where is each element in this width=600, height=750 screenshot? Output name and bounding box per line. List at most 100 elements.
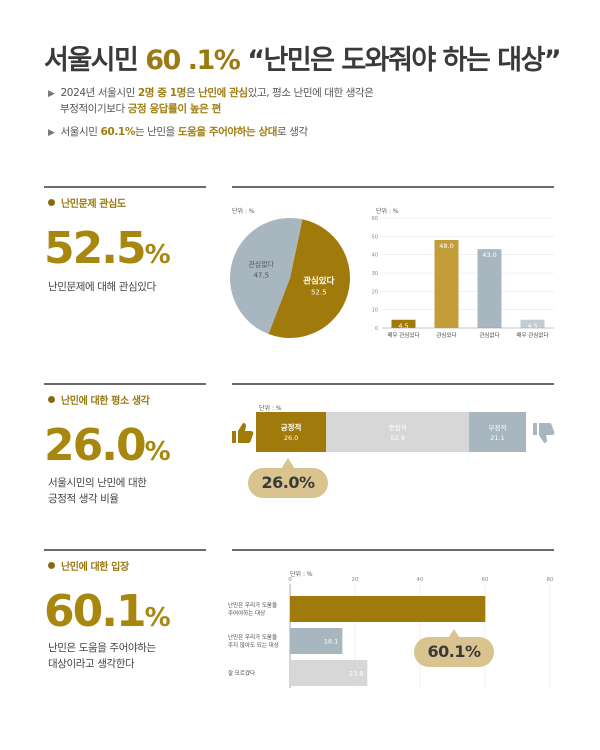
body-text: 2024년 서울시민 (60, 87, 138, 99)
triangle-icon: ▶ (48, 128, 55, 138)
section-3-desc: 난민은 도움을 주어야하는 대상이라고 생각한다 (48, 640, 156, 672)
body-text: 은 (185, 87, 199, 99)
summary-bullet-2: ▶ 서울시민 60.1%는 난민을 도움을 주어야하는 상대로 생각 (48, 125, 308, 141)
bar-value-label: 43.0 (482, 251, 496, 259)
stack-segment-value: 52.9 (390, 434, 404, 442)
summary-bullet-1: ▶ 2024년 서울시민 2명 중 1명은 난민에 관심있고, 평소 난민에 대한… (48, 86, 374, 117)
section-1-label: 난민문제 관심도 (48, 195, 126, 210)
bar (290, 596, 486, 622)
section-2-desc-line-1: 서울시민의 난민에 대한 (48, 477, 147, 489)
pie-slice-label: 관심있다 (303, 276, 334, 287)
x-tick-label: 40 (417, 577, 424, 583)
bar-value-label: 48.0 (439, 242, 453, 250)
highlight-text: 2명 중 1명 (137, 87, 187, 99)
section-2-label: 난민에 대한 평소 생각 (48, 392, 150, 407)
y-tick-label: 20 (372, 289, 378, 295)
callout-tail (447, 629, 461, 640)
bullet-dot-icon (48, 199, 55, 206)
x-tick-label: 0 (288, 577, 292, 583)
stance-callout-bubble: 60.1% (414, 637, 494, 667)
y-category-label: 주지 않아도 되는 대상 (228, 641, 279, 649)
x-tick-label: 80 (547, 577, 554, 583)
stacked-bar-chart: 긍정적 26.0 중립적 52.9 부정적 21.1 (256, 412, 526, 452)
vbar-unit-label: 단위 : % (376, 208, 399, 215)
stack-segment (326, 412, 470, 452)
bullet-dot-icon (48, 396, 55, 403)
section-2-label-text: 난민에 대한 평소 생각 (61, 396, 150, 407)
x-tick-label: 60 (482, 577, 489, 583)
section-2-big-value: 26.0 (44, 420, 147, 471)
stack-segment (469, 412, 526, 452)
pie-slice-value: 52.5 (311, 289, 327, 297)
section-1-divider-right (232, 186, 554, 188)
y-tick-label: 50 (372, 234, 378, 240)
section-3-big-pct: % (144, 603, 171, 633)
y-category-label: 난민은 우리가 도움을 (228, 601, 277, 609)
y-category-label: 난민은 우리가 도움을 (228, 633, 277, 641)
bar (477, 249, 502, 328)
hbar-unit-label: 단위 : % (290, 571, 313, 578)
thumbs-up-icon (232, 423, 254, 443)
y-tick-label: 30 (372, 271, 378, 277)
bar (434, 240, 459, 328)
section-3-desc-line-1: 난민은 도움을 주어야하는 (48, 642, 156, 654)
section-1-big-pct: % (144, 240, 171, 270)
highlight-text: 60.1% (100, 126, 136, 138)
body-text: 부정적이기보다 (60, 103, 128, 115)
section-2-big-pct: % (144, 437, 171, 467)
title-part-a: 서울시민 (44, 45, 146, 76)
bar-value-label: 23.8 (349, 670, 363, 678)
section-2-big-number: 26.0% (44, 420, 171, 471)
positive-callout-bubble: 26.0% (248, 468, 328, 498)
bar (290, 660, 368, 686)
section-3-label-text: 난민에 대한 입장 (61, 562, 129, 573)
stack-segment-label: 부정적 (489, 423, 507, 432)
y-category-label: 주어야하는 대상 (228, 609, 265, 617)
section-2-desc-line-2: 긍정적 생각 비율 (48, 493, 119, 505)
stack-segment-label: 중립적 (389, 424, 407, 432)
y-category-label: 잘 모르겠다 (228, 669, 255, 677)
section-3-label: 난민에 대한 입장 (48, 558, 129, 573)
section-1-divider-left (44, 186, 206, 188)
x-tick-label: 매우 관심없다 (516, 331, 548, 339)
title-part-b: 60 .1% (145, 45, 241, 76)
bar-value-label: 16.1 (324, 638, 338, 646)
pie-unit-label: 단위 : % (232, 208, 255, 215)
section-2-desc: 서울시민의 난민에 대한 긍정적 생각 비율 (48, 475, 147, 507)
section-3-divider-left (44, 549, 206, 551)
bar (290, 628, 343, 654)
x-tick-label: 20 (352, 577, 359, 583)
bullet-2-text: 서울시민 60.1%는 난민을 도움을 주어야하는 상대로 생각 (60, 126, 309, 138)
body-text: 는 난민을 (134, 126, 178, 138)
bullet-1-line-1-text: 2024년 서울시민 2명 중 1명은 난민에 관심있고, 평소 난민에 대한 … (61, 87, 374, 99)
stack-segment-label: 긍정적 (281, 422, 302, 432)
section-1-desc-line: 난민문제에 대해 관심있다 (48, 281, 156, 293)
body-text: 서울시민 (60, 126, 101, 138)
bar-value-label: 4.5 (398, 322, 408, 330)
callout-tail (281, 458, 295, 469)
x-tick-label: 관심있다 (436, 331, 456, 339)
page-title: 서울시민 60 .1% “난민은 도와줘야 하는 대상” (44, 38, 562, 77)
bar (520, 319, 545, 328)
pie-slice (229, 218, 303, 335)
section-1-desc: 난민문제에 대해 관심있다 (48, 279, 156, 295)
bullet-dot-icon (48, 562, 55, 569)
pie-slice-value: 47.5 (253, 271, 269, 279)
section-1-label-text: 난민문제 관심도 (61, 199, 126, 210)
section-1-big-number: 52.5% (44, 223, 171, 274)
pie-slice (268, 219, 350, 338)
stack-segment (256, 412, 327, 452)
bar-value-label: 4.5 (527, 322, 537, 330)
y-tick-label: 10 (372, 308, 378, 314)
highlight-text: 긍정 응답률이 높은 편 (127, 103, 222, 115)
section-3-big-number: 60.1% (44, 586, 171, 637)
section-2-divider-right (232, 383, 554, 385)
y-tick-label: 0 (375, 326, 378, 332)
section-3-desc-line-2: 대상이라고 생각한다 (48, 658, 135, 670)
y-tick-label: 40 (372, 253, 378, 259)
section-1-big-value: 52.5 (44, 223, 147, 274)
stacked-unit-label: 단위 : % (259, 405, 282, 412)
x-tick-label: 매우 관심있다 (387, 331, 419, 339)
